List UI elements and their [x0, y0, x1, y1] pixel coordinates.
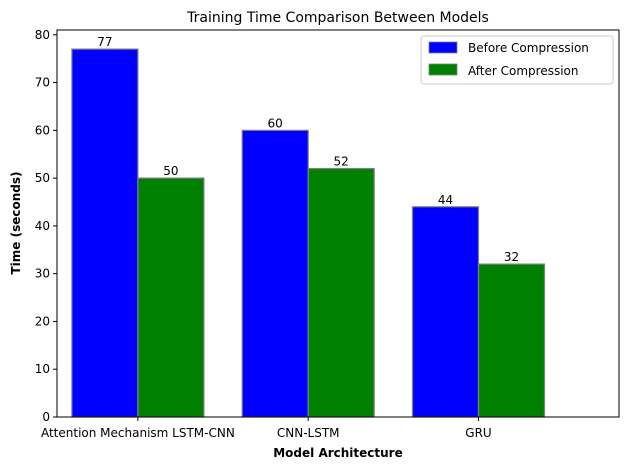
bar-before-compression-gru: [411, 206, 480, 418]
y-tick-label: 80: [35, 28, 50, 42]
y-tick-label: 30: [35, 267, 50, 281]
bar-before-compression-cnn-lstm: [241, 129, 309, 418]
bars-group: [71, 48, 546, 418]
data-label-before-compression-attention-mechanism-lstm-cnn: 77: [97, 35, 112, 49]
legend-label-before-compression: Before Compression: [468, 41, 589, 55]
x-axis-label: Model Architecture: [273, 446, 403, 460]
data-label-after-compression-cnn-lstm: 52: [334, 155, 349, 169]
bar-after-compression-attention-mechanism-lstm-cnn: [137, 177, 205, 418]
y-axis: 0 10 20 30 40 50 60 70 80: [35, 28, 57, 424]
bar-after-compression-gru: [477, 263, 546, 418]
x-tick-label-cnn-lstm: CNN-LSTM: [277, 426, 340, 440]
plot-area-frame: [56, 29, 620, 418]
data-label-after-compression-gru: 32: [504, 250, 519, 264]
x-axis: Attention Mechanism LSTM-CNN CNN-LSTM GRU: [41, 417, 492, 440]
y-tick-label: 60: [35, 123, 50, 137]
y-tick-label: 20: [35, 314, 50, 328]
data-label-after-compression-attention-mechanism-lstm-cnn: 50: [163, 164, 178, 178]
legend-swatch-after-compression: [428, 63, 458, 76]
y-tick-label: 10: [35, 362, 50, 376]
bar-before-compression-attention-mechanism-lstm-cnn: [71, 48, 139, 418]
x-tick-label-gru: GRU: [465, 426, 491, 440]
bar-after-compression-cnn-lstm: [307, 167, 375, 418]
y-axis-label: Time (seconds): [9, 171, 23, 274]
legend-box: [420, 35, 614, 85]
x-tick-label-attention-mechanism-lstm-cnn: Attention Mechanism LSTM-CNN: [41, 426, 235, 440]
data-label-before-compression-gru: 44: [438, 193, 453, 207]
legend-swatch-before-compression: [428, 41, 458, 54]
y-tick-label: 40: [35, 219, 50, 233]
legend-label-after-compression: After Compression: [468, 64, 579, 78]
data-labels-group: 77 60 44 50 52 32: [97, 35, 519, 264]
chart-title: Training Time Comparison Between Models: [186, 10, 489, 26]
data-label-before-compression-cnn-lstm: 60: [268, 116, 283, 130]
legend: Before Compression After Compression: [420, 35, 614, 85]
y-tick-label: 50: [35, 171, 50, 185]
y-tick-label: 0: [42, 410, 50, 424]
y-tick-label: 70: [35, 76, 50, 90]
